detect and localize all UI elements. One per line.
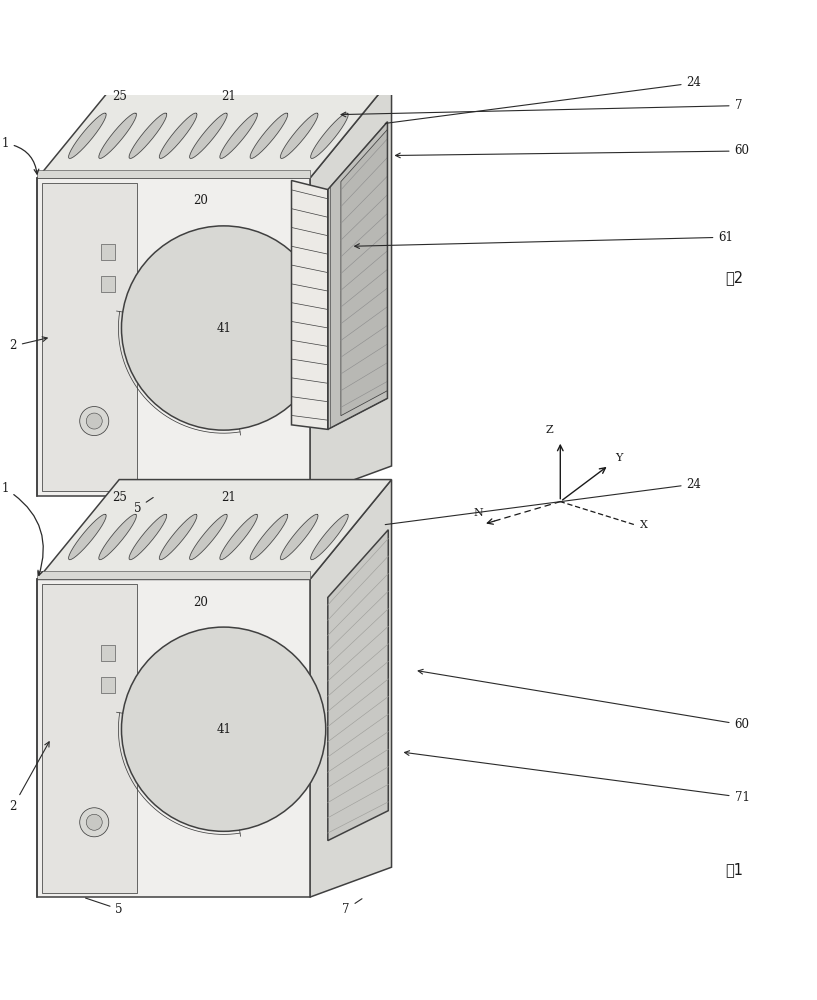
Polygon shape <box>38 480 391 579</box>
Circle shape <box>87 413 102 429</box>
Circle shape <box>143 649 304 810</box>
Text: Z: Z <box>546 425 553 435</box>
Text: X: X <box>640 520 648 530</box>
Text: 60: 60 <box>418 669 749 731</box>
Polygon shape <box>69 514 106 560</box>
Polygon shape <box>280 514 318 560</box>
Text: 图2: 图2 <box>725 271 743 286</box>
Text: 图1: 图1 <box>725 862 743 877</box>
Text: N: N <box>474 508 484 518</box>
Polygon shape <box>38 78 391 178</box>
Polygon shape <box>190 514 227 560</box>
Polygon shape <box>38 178 310 496</box>
Polygon shape <box>101 645 114 661</box>
Polygon shape <box>159 514 197 560</box>
Polygon shape <box>310 514 348 560</box>
Text: 1: 1 <box>2 482 43 575</box>
Polygon shape <box>330 122 387 428</box>
Polygon shape <box>99 514 136 560</box>
Circle shape <box>132 236 315 420</box>
Polygon shape <box>310 113 348 158</box>
Circle shape <box>177 683 270 775</box>
Circle shape <box>177 282 270 374</box>
Circle shape <box>80 808 109 837</box>
Text: 60: 60 <box>395 144 749 158</box>
Polygon shape <box>250 514 288 560</box>
Polygon shape <box>129 514 167 560</box>
Polygon shape <box>159 113 197 158</box>
Polygon shape <box>328 530 388 841</box>
Polygon shape <box>280 113 318 158</box>
Polygon shape <box>341 129 387 416</box>
Polygon shape <box>101 677 114 693</box>
Text: 5: 5 <box>134 497 154 515</box>
Circle shape <box>157 262 290 394</box>
Text: 21: 21 <box>221 90 235 103</box>
Polygon shape <box>190 113 227 158</box>
Polygon shape <box>250 113 288 158</box>
Polygon shape <box>38 170 310 178</box>
Text: 7: 7 <box>342 899 362 916</box>
Circle shape <box>122 627 326 831</box>
Circle shape <box>143 247 304 409</box>
Text: 61: 61 <box>355 231 733 248</box>
Polygon shape <box>38 579 310 897</box>
Polygon shape <box>220 113 257 158</box>
Polygon shape <box>42 183 137 491</box>
Polygon shape <box>220 514 257 560</box>
Text: 20: 20 <box>194 596 208 609</box>
Text: 71: 71 <box>404 751 749 804</box>
Text: Y: Y <box>615 453 623 463</box>
Polygon shape <box>42 584 137 893</box>
Circle shape <box>157 663 290 796</box>
Text: 25: 25 <box>112 491 127 504</box>
Text: 25: 25 <box>112 90 127 103</box>
Polygon shape <box>292 180 328 429</box>
Polygon shape <box>310 78 391 496</box>
Text: 20: 20 <box>194 194 208 207</box>
Polygon shape <box>38 571 310 579</box>
Text: 24: 24 <box>386 478 702 525</box>
Polygon shape <box>129 113 167 158</box>
Polygon shape <box>101 276 114 292</box>
Text: 1: 1 <box>2 137 39 174</box>
Polygon shape <box>310 480 391 897</box>
Polygon shape <box>69 113 106 158</box>
Polygon shape <box>101 244 114 260</box>
Circle shape <box>80 407 109 436</box>
Text: 24: 24 <box>386 76 702 123</box>
Text: 2: 2 <box>10 742 49 813</box>
Text: 7: 7 <box>341 99 742 117</box>
Circle shape <box>87 814 102 830</box>
Circle shape <box>132 637 315 821</box>
Text: 41: 41 <box>217 322 231 335</box>
Text: 21: 21 <box>221 491 235 504</box>
Polygon shape <box>99 113 136 158</box>
Circle shape <box>122 226 326 430</box>
Text: 2: 2 <box>10 337 47 352</box>
Text: 41: 41 <box>217 723 231 736</box>
Text: 5: 5 <box>86 898 123 916</box>
